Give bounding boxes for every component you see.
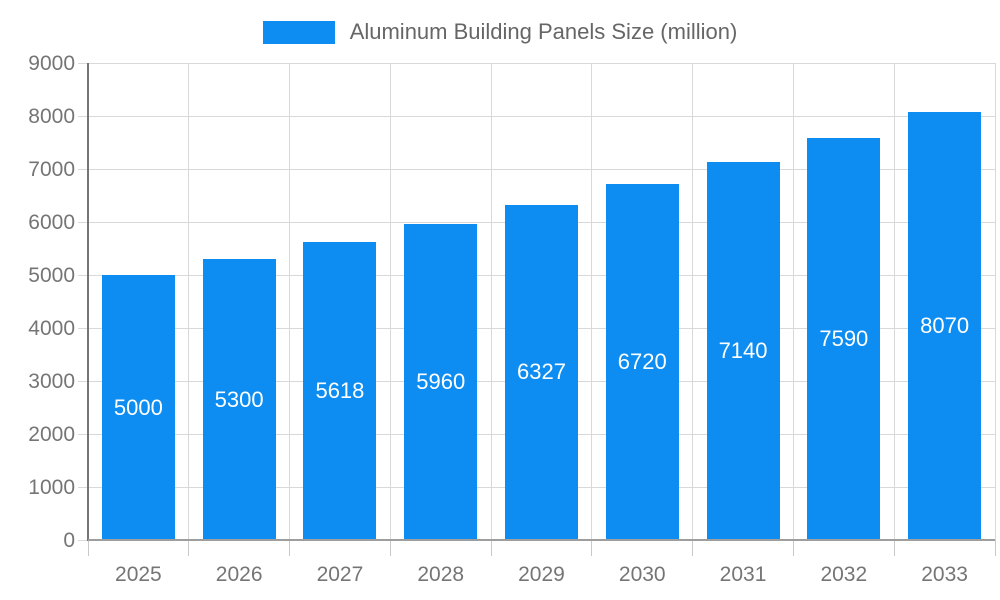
bar-value-label: 6327	[517, 359, 566, 385]
x-axis-tick	[490, 540, 492, 556]
bar: 5960	[404, 224, 478, 540]
x-axis-label: 2030	[618, 563, 666, 586]
y-axis-tick	[78, 327, 88, 329]
bar-value-label: 5960	[416, 369, 466, 395]
x-axis-tick	[893, 540, 895, 556]
gridline-vertical	[188, 63, 190, 540]
y-axis-tick	[78, 433, 88, 435]
x-axis-label: 2027	[316, 563, 364, 586]
y-axis-tick	[78, 539, 88, 541]
bar-value-label: 6720	[617, 348, 667, 374]
gridline-vertical	[792, 63, 794, 540]
bar: 5300	[202, 259, 276, 540]
y-axis-label: 8000	[28, 104, 75, 128]
bar: 5000	[101, 275, 175, 540]
gridline-vertical	[692, 63, 694, 540]
x-axis-label: 2029	[518, 563, 565, 586]
y-axis-tick	[78, 380, 88, 382]
x-axis-tick	[87, 540, 89, 556]
gridline-vertical	[591, 63, 593, 540]
bar: 7590	[807, 137, 881, 540]
x-axis-label: 2025	[115, 563, 162, 586]
bar-value-label: 7140	[718, 337, 768, 363]
x-axis-tick	[994, 540, 996, 556]
plot-area: 5000 5300 5618 5960 6327 6720 7140 7590 8070	[88, 62, 996, 540]
bar: 6327	[505, 204, 578, 540]
x-axis-tick	[591, 540, 593, 556]
gridline-horizontal	[88, 115, 995, 117]
legend: Aluminum Building Panels Size (million)	[0, 14, 1000, 50]
gridline-vertical	[389, 63, 391, 540]
legend-swatch	[262, 20, 335, 44]
x-axis-label: 2031	[719, 563, 767, 586]
bar: 8070	[908, 112, 982, 540]
y-axis-tick	[78, 486, 88, 488]
y-axis-label: 7000	[28, 157, 75, 181]
gridline-vertical	[893, 63, 895, 540]
gridline-vertical	[289, 63, 291, 540]
y-axis-label: 5000	[28, 263, 75, 287]
y-axis-line	[87, 63, 89, 541]
gridline-vertical	[994, 63, 996, 540]
bar-value-label: 5618	[315, 378, 365, 404]
y-axis-tick	[78, 115, 88, 117]
bar-value-label: 5300	[214, 386, 264, 412]
y-axis-label: 9000	[28, 51, 75, 75]
legend-label: Aluminum Building Panels Size (million)	[349, 19, 738, 44]
bar-value-label: 8070	[920, 313, 970, 339]
x-axis-label: 2033	[921, 563, 968, 586]
y-axis-label: 3000	[28, 369, 75, 393]
x-axis-label: 2026	[215, 563, 263, 586]
y-axis-label: 6000	[28, 210, 75, 234]
x-axis-line	[88, 539, 995, 541]
x-axis-tick	[289, 540, 291, 556]
bar-value-label: 5000	[113, 394, 163, 420]
bar: 5618	[303, 242, 377, 540]
y-axis-label: 0	[63, 528, 75, 552]
y-axis-tick	[78, 221, 88, 223]
gridline-horizontal	[88, 62, 995, 64]
gridline-horizontal	[88, 168, 995, 170]
x-axis-tick	[692, 540, 694, 556]
y-axis-label: 1000	[28, 475, 75, 499]
y-axis-tick	[78, 168, 88, 170]
bar: 7140	[706, 161, 780, 540]
x-axis-label: 2028	[417, 563, 465, 586]
bar: 6720	[605, 183, 679, 540]
y-axis-label: 2000	[28, 422, 75, 446]
gridline-vertical	[490, 63, 492, 540]
bar-value-label: 7590	[819, 325, 869, 351]
y-axis-label: 4000	[28, 316, 75, 340]
x-axis-label: 2032	[820, 563, 868, 586]
y-axis-tick	[78, 274, 88, 276]
y-axis-tick	[78, 62, 88, 64]
x-axis-tick	[389, 540, 391, 556]
x-axis-tick	[188, 540, 190, 556]
x-axis-tick	[792, 540, 794, 556]
